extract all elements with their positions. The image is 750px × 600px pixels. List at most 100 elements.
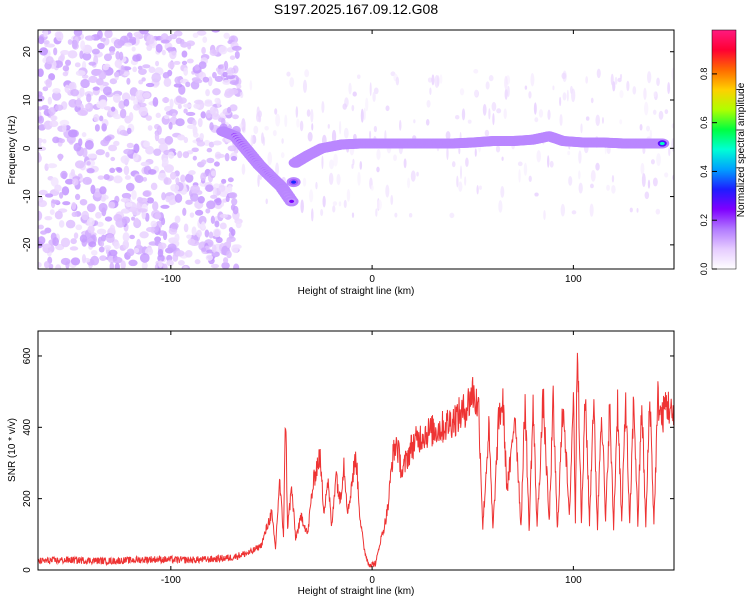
heatmap-cell [68, 82, 75, 90]
heatmap-cell [227, 145, 237, 152]
heatmap-cell [192, 132, 199, 138]
heatmap-cell [124, 175, 131, 180]
heatmap-cell [580, 123, 583, 134]
heatmap-cell [427, 77, 433, 83]
heatmap-cell [105, 233, 115, 243]
heatmap-cell [145, 115, 152, 121]
heatmap-cell [196, 30, 207, 36]
heatmap-cell [214, 204, 222, 210]
heatmap-cell [124, 42, 133, 47]
heatmap-cell [235, 220, 242, 229]
heatmap-cell [474, 89, 479, 97]
heatmap-cell [169, 33, 178, 40]
heatmap-cell [157, 137, 167, 145]
heatmap-cell [73, 142, 82, 152]
heatmap-cell [629, 207, 633, 213]
heatmap-cell [192, 119, 197, 127]
heatmap-cell [205, 184, 214, 192]
heatmap-cell [365, 97, 369, 112]
heatmap-cell [390, 194, 394, 206]
heatmap-cell [82, 176, 92, 185]
heatmap-cell [71, 39, 78, 49]
heatmap-cell [647, 179, 651, 189]
heatmap-cell [503, 108, 507, 120]
heatmap-cell [315, 181, 318, 190]
colorbar-tick-label: 0.4 [699, 165, 709, 178]
heatmap-cell [321, 101, 325, 114]
heatmap-cell [206, 200, 216, 210]
heatmap-cell [431, 74, 435, 86]
heatmap-cell [578, 170, 581, 180]
heatmap-cell [110, 106, 116, 112]
heatmap-cell [121, 208, 128, 214]
heatmap-cell [192, 32, 199, 39]
heatmap-cell [169, 98, 174, 109]
heatmap-cell [177, 104, 182, 110]
heatmap-cell [395, 76, 400, 86]
heatmap-cell [204, 100, 213, 107]
heatmap-cell [173, 83, 183, 88]
heatmap-cell [408, 212, 413, 218]
heatmap-cell [233, 263, 240, 269]
heatmap-cell [47, 96, 52, 105]
heatmap-cell [336, 173, 341, 186]
heatmap-cell [160, 204, 170, 209]
heatmap-cell [38, 142, 42, 147]
heatmap-cell [211, 30, 221, 33]
heatmap-cell [492, 112, 495, 126]
heatmap-cell [38, 68, 44, 77]
colorbar-label: Normalized spectral amplitude [736, 82, 747, 217]
spectrogram-x-ticks: -100 0 100 [161, 30, 582, 285]
heatmap-cell [135, 89, 145, 100]
heatmap-cell [155, 43, 163, 53]
heatmap-cell [568, 175, 573, 186]
heatmap-cell [465, 157, 469, 168]
heatmap-cell [67, 39, 73, 45]
heatmap-cell [141, 261, 148, 269]
heatmap-cell [157, 242, 167, 250]
heatmap-cell [132, 66, 138, 73]
heatmap-cell [147, 169, 157, 175]
heatmap-cell [215, 153, 225, 158]
heatmap-cell [103, 106, 112, 111]
heatmap-cell [183, 67, 188, 76]
heatmap-cell [122, 71, 130, 77]
heatmap-cell [92, 86, 100, 91]
heatmap-cell [596, 68, 601, 79]
heatmap-cell [217, 64, 224, 70]
heatmap-cell [38, 36, 45, 45]
heatmap-cell [228, 192, 238, 199]
heatmap-cell [595, 162, 600, 171]
heatmap-cell [113, 175, 123, 184]
heatmap-cell [60, 257, 71, 266]
heatmap-cell [115, 51, 121, 60]
heatmap-cell [647, 71, 652, 84]
heatmap-cell [42, 86, 49, 92]
heatmap-cell [304, 69, 310, 78]
heatmap-cell [161, 192, 166, 201]
heatmap-cell [501, 156, 504, 161]
heatmap-cell [108, 249, 118, 257]
heatmap-cell [129, 234, 135, 240]
heatmap-cell [44, 193, 54, 198]
heatmap-cell [403, 158, 407, 169]
heatmap-cell [136, 196, 143, 203]
heatmap-cell [114, 262, 120, 269]
heatmap-cell [39, 47, 48, 56]
heatmap-cell [98, 202, 108, 213]
heatmap-cell [569, 85, 573, 94]
heatmap-cell [500, 185, 505, 198]
heatmap-cell [109, 167, 116, 174]
heatmap-cell [200, 159, 207, 165]
heatmap-cell [229, 55, 236, 60]
heatmap-cell [138, 68, 147, 75]
heatmap-cell [211, 244, 217, 253]
heatmap-cell [55, 31, 64, 42]
heatmap-cell [71, 211, 78, 217]
heatmap-cell [338, 120, 342, 135]
heatmap-cell [64, 178, 74, 185]
heatmap-cell [352, 158, 355, 166]
heatmap-cell [328, 172, 334, 185]
heatmap-cell [164, 114, 170, 120]
heatmap-cell [142, 190, 151, 197]
